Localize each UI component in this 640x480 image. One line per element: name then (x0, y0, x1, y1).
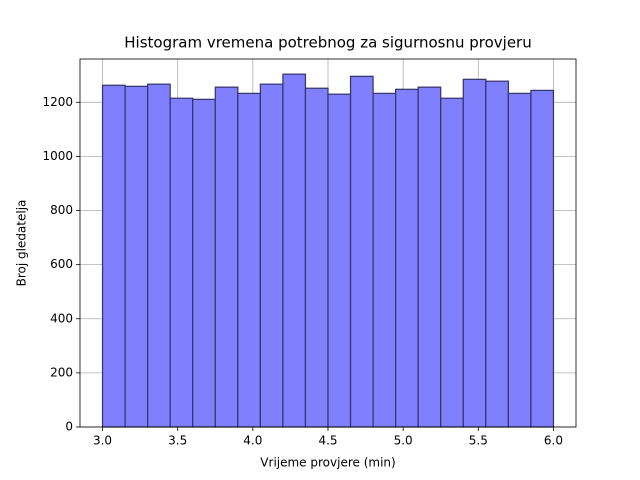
plot-frame (79, 58, 577, 428)
bar (462, 78, 487, 428)
x-tick-label: 5.0 (394, 434, 413, 448)
bar (372, 92, 397, 428)
y-tick-label: 800 (50, 203, 73, 217)
x-tick-label: 4.0 (243, 434, 262, 448)
y-tick-label: 1000 (42, 149, 73, 163)
x-tick-label: 4.5 (318, 434, 337, 448)
x-tick-label: 6.0 (544, 434, 563, 448)
bar (349, 75, 374, 428)
bar (259, 83, 284, 428)
x-tick-label: 3.5 (168, 434, 187, 448)
bar (214, 86, 239, 428)
bar (237, 92, 261, 428)
bar (147, 83, 171, 428)
x-axis-label: Vrijeme provjere (min) (260, 456, 395, 470)
bar (485, 80, 509, 428)
bar (124, 85, 149, 428)
bar (192, 98, 216, 428)
bar (440, 97, 464, 428)
bar (417, 86, 442, 428)
y-tick-label: 1200 (42, 95, 73, 109)
y-axis-label: Broj gledatelja (15, 200, 29, 287)
bar (282, 73, 307, 428)
y-tick-label: 200 (50, 365, 73, 379)
bar (304, 87, 329, 428)
y-tick-label: 0 (65, 420, 73, 434)
bar (327, 93, 352, 428)
bar (530, 89, 555, 428)
y-tick-label: 600 (50, 257, 73, 271)
chart-title: Histogram vremena potrebnog za sigurnosn… (124, 34, 531, 52)
bar (101, 84, 126, 428)
bar (395, 88, 419, 428)
y-tick-label: 400 (50, 311, 73, 325)
bar (507, 92, 532, 428)
x-tick-label: 3.0 (93, 434, 112, 448)
bar (169, 97, 194, 428)
x-tick-label: 5.5 (469, 434, 488, 448)
